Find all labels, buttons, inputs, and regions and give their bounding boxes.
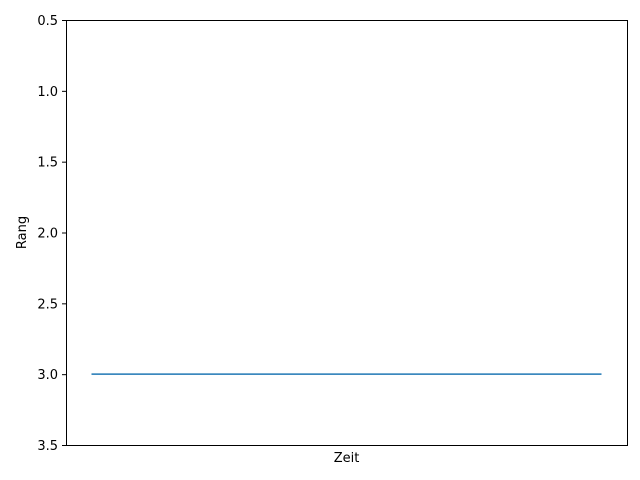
- y-tick-label: 3.0: [37, 368, 58, 383]
- y-tick-label: 0.5: [37, 14, 58, 29]
- y-tick-label: 3.5: [37, 439, 58, 454]
- x-axis-label: Zeit: [334, 451, 360, 466]
- y-tick-label: 2.0: [37, 227, 58, 242]
- y-tick-label: 1.0: [37, 85, 58, 100]
- y-tick-label: 1.5: [37, 156, 58, 171]
- y-axis-label: Rang: [15, 216, 30, 249]
- plot-area-frame: [66, 20, 628, 446]
- y-tick-label: 2.5: [37, 297, 58, 312]
- y-ticks: 0.5 1.0 1.5 2.0 2.5 3.0 3.5: [37, 14, 66, 454]
